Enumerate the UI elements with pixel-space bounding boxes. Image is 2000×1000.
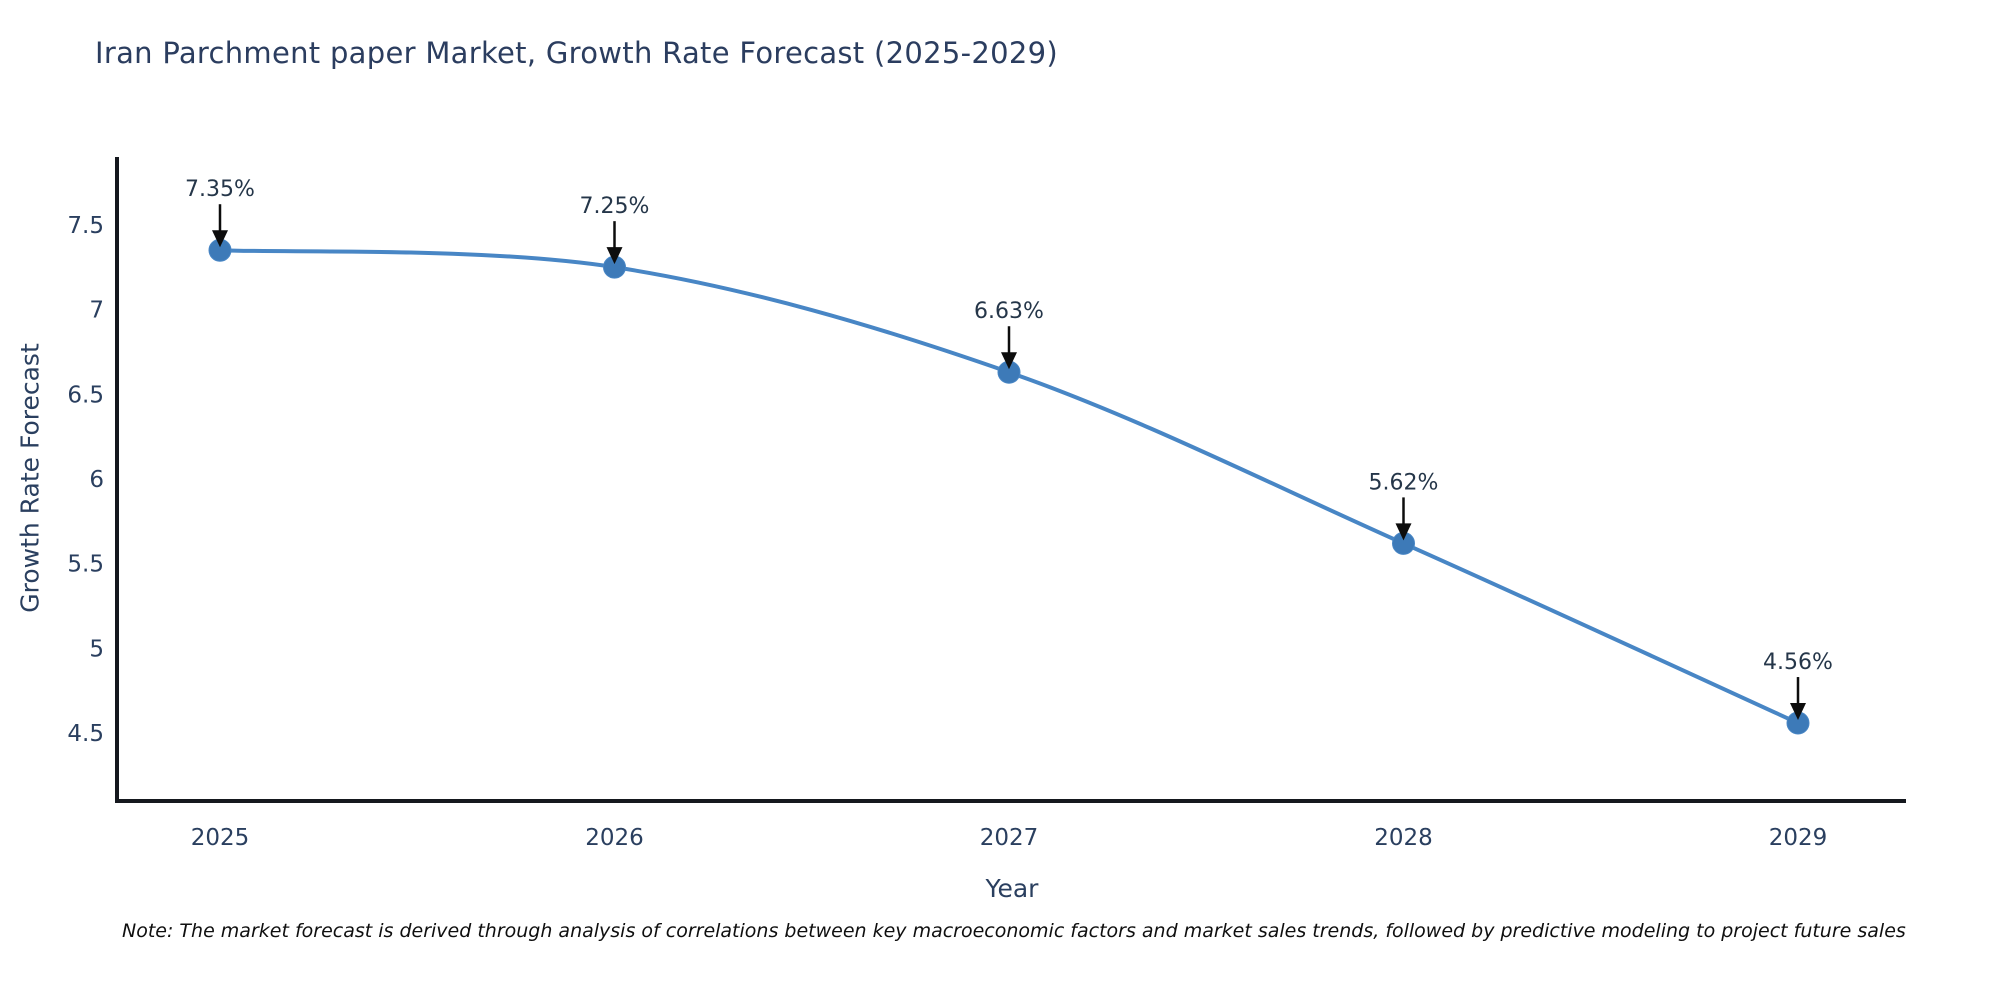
x-tick-label: 2025 <box>191 825 250 851</box>
y-tick-label: 7.5 <box>67 213 104 239</box>
x-tick-label: 2028 <box>1374 825 1433 851</box>
data-point-label: 6.63% <box>974 299 1044 324</box>
footnote: Note: The market forecast is derived thr… <box>122 920 1906 942</box>
y-tick-label: 7 <box>89 298 104 324</box>
annotation-arrowhead <box>1790 703 1806 721</box>
x-axis-title: Year <box>985 874 1039 903</box>
y-tick-label: 4.5 <box>67 721 104 747</box>
data-point-label: 7.25% <box>580 194 650 219</box>
y-tick-label: 5 <box>89 636 104 662</box>
annotation-arrowhead <box>606 247 623 265</box>
y-tick-label: 5.5 <box>67 552 104 578</box>
annotation-arrowhead <box>212 230 228 248</box>
annotation-arrowhead <box>1395 523 1412 541</box>
y-tick-label: 6 <box>89 467 104 493</box>
data-point-label: 7.35% <box>185 177 255 202</box>
y-tick-label: 6.5 <box>67 382 104 408</box>
data-point-label: 5.62% <box>1369 470 1439 495</box>
y-axis-title: Growth Rate Forecast <box>15 343 45 613</box>
annotation-arrowhead <box>1001 352 1017 370</box>
x-tick-label: 2029 <box>1769 825 1828 851</box>
x-tick-label: 2027 <box>980 825 1039 851</box>
chart-title: Iran Parchment paper Market, Growth Rate… <box>95 36 1058 70</box>
data-point-label: 4.56% <box>1763 650 1833 675</box>
x-tick-label: 2026 <box>585 825 644 851</box>
